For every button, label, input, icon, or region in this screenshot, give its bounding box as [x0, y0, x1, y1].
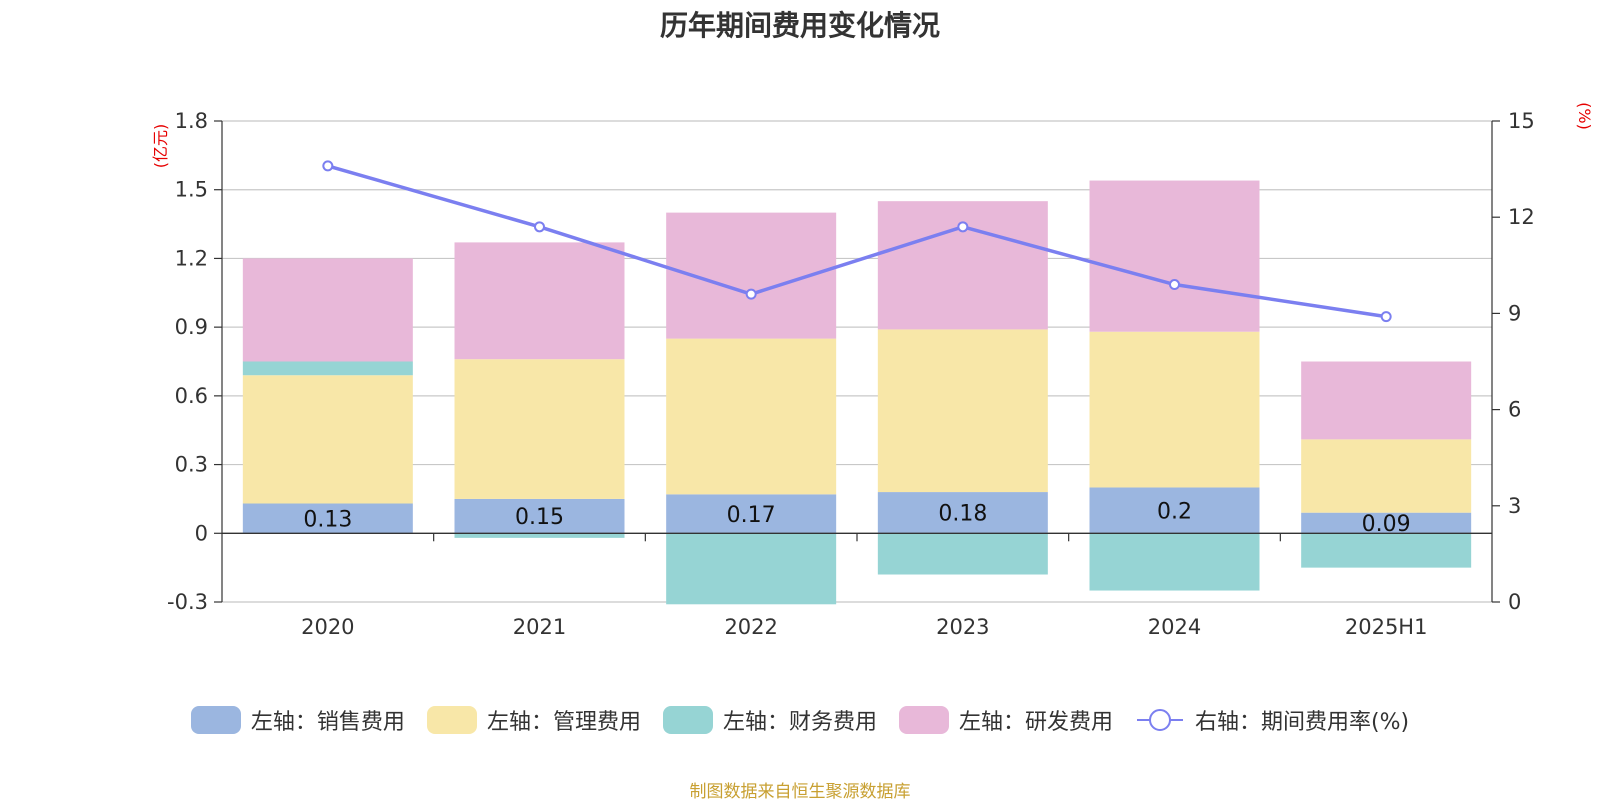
bar-segment	[877, 492, 1048, 534]
right-tick-label: 15	[1508, 109, 1535, 133]
legend-item[interactable]: 左轴：管理费用	[426, 704, 641, 736]
legend-label: 左轴：研发费用	[958, 710, 1113, 735]
data-label: 0.09	[1362, 512, 1411, 537]
rate-point	[745, 288, 757, 300]
data-label: 0.13	[303, 507, 352, 532]
bar-segment	[454, 242, 625, 360]
right-tick-label: 3	[1508, 494, 1521, 518]
left-tick-label: 1.5	[175, 178, 208, 202]
bar-segment	[242, 258, 413, 362]
bars	[242, 180, 1472, 605]
left-tick-label: 0.9	[175, 315, 208, 339]
legend-label: 左轴：管理费用	[486, 710, 641, 735]
x-tick-label: 2022	[724, 615, 777, 639]
data-label: 0.15	[515, 505, 564, 530]
bar-segment	[1301, 439, 1472, 513]
legend-swatch	[426, 706, 477, 734]
legend-label: 左轴：销售费用	[250, 710, 405, 735]
left-tick-label: 0.6	[175, 384, 208, 408]
x-tick-label: 2020	[301, 615, 354, 639]
x-tick-label: 2023	[936, 615, 989, 639]
chart-title: 历年期间费用变化情况	[659, 9, 940, 42]
bar-segment	[454, 498, 625, 534]
rate-line	[322, 160, 1392, 323]
rate-point	[957, 221, 969, 233]
data-label: 0.18	[938, 502, 987, 527]
bar-segment	[1301, 512, 1472, 534]
bar-segment	[877, 329, 1048, 493]
left-tick-label: 0	[195, 521, 208, 545]
bar-segment	[1089, 331, 1260, 488]
bar-segment	[1089, 533, 1260, 591]
legend-item[interactable]: 左轴：研发费用	[898, 704, 1113, 736]
legend-item[interactable]: 右轴：期间费用率(%)	[1135, 704, 1409, 736]
bar-segment	[454, 533, 625, 538]
bar-segment	[666, 533, 837, 605]
rate-point	[534, 221, 545, 233]
bar-segment	[242, 361, 413, 376]
bar-segment	[1089, 180, 1260, 332]
left-tick-label: 1.2	[175, 246, 208, 270]
rate-point	[322, 160, 334, 172]
x-tick-label: 2024	[1148, 615, 1201, 639]
right-tick-label: 9	[1508, 301, 1521, 325]
rate-point	[1169, 279, 1180, 291]
source-note: 制图数据来自恒生聚源数据库	[689, 782, 911, 802]
legend-swatch	[662, 706, 713, 734]
bar-segment	[242, 503, 413, 534]
data-label: 0.2	[1157, 499, 1192, 524]
data-labels: 0.13 0.15 0.17 0.18 0.2 0.09	[303, 499, 1410, 537]
bar-segment	[877, 201, 1048, 330]
legend-label: 右轴：期间费用率(%)	[1194, 710, 1410, 735]
legend-label: 左轴：财务费用	[722, 710, 877, 735]
data-label: 0.17	[727, 503, 776, 528]
bar-segment	[666, 494, 837, 534]
right-axis-unit: (%)	[1575, 102, 1594, 130]
legend-line-swatch	[1136, 709, 1183, 731]
axes: 1.8 1.5 1.2 0.9 0.6 0.3 0 -0.3 15 12 9 6 3 0 2020 2021 2…	[167, 109, 1535, 639]
left-tick-label: 1.8	[175, 109, 208, 133]
bar-segment	[666, 338, 837, 495]
bar-segment	[242, 375, 413, 504]
right-tick-label: 6	[1508, 398, 1521, 422]
right-tick-label: 0	[1508, 590, 1521, 614]
right-tick-label: 12	[1508, 205, 1535, 229]
left-axis-unit: (亿元)	[151, 124, 170, 169]
legend: 左轴：销售费用 左轴：管理费用 左轴：财务费用 左轴：研发费用 右轴：期间费用率(%)	[0, 704, 1600, 736]
left-tick-label: -0.3	[167, 590, 208, 614]
rate-line-path	[327, 164, 1387, 319]
bar-segment	[1089, 487, 1260, 534]
x-tick-label: 2021	[513, 615, 566, 639]
bar-segment	[1301, 533, 1472, 568]
rate-point	[1380, 311, 1392, 323]
bar-segment	[1301, 361, 1472, 440]
legend-swatch	[190, 706, 241, 734]
x-tick-label: 2025H1	[1345, 615, 1428, 639]
bar-segment	[877, 533, 1048, 575]
bar-segment	[454, 359, 625, 499]
chart-plot: 1.8 1.5 1.2 0.9 0.6 0.3 0 -0.3 15 12 9 6 3 0 2020 2021 2…	[151, 102, 1594, 639]
legend-item[interactable]: 左轴：财务费用	[662, 704, 877, 736]
left-tick-label: 0.3	[175, 453, 208, 477]
legend-swatch	[898, 706, 949, 734]
legend-item[interactable]: 左轴：销售费用	[190, 704, 405, 736]
